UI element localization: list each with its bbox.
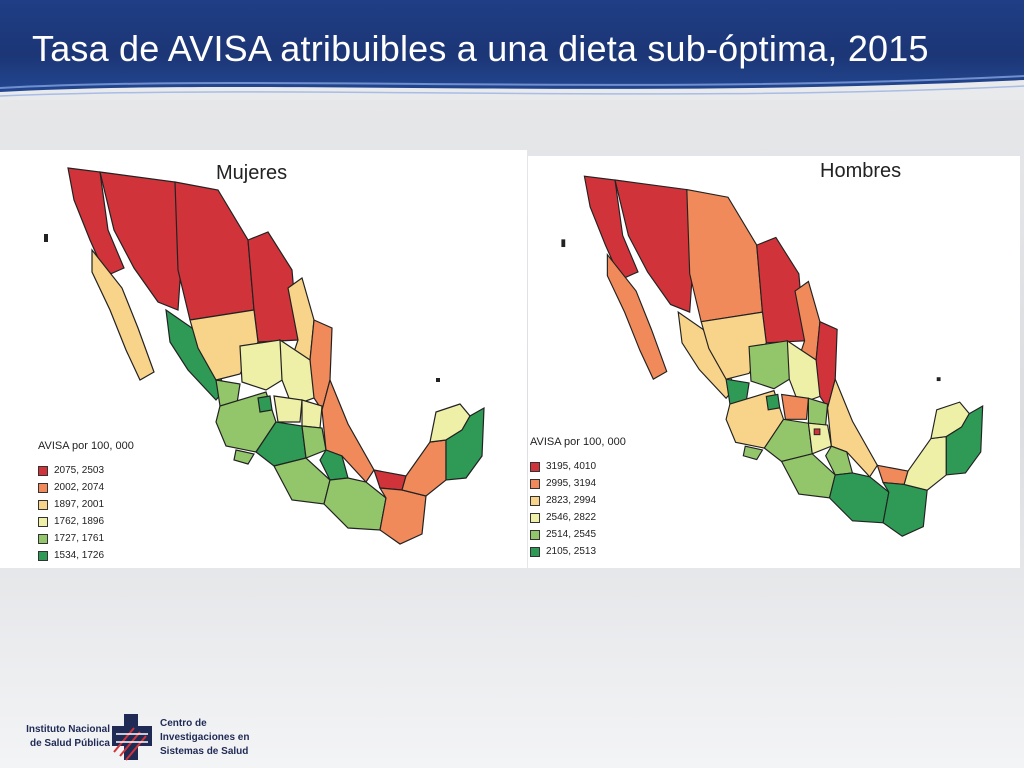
legend-swatch [530, 546, 540, 557]
legend-label: 1727, 1761 [54, 533, 105, 544]
legend-label: 1897, 2001 [54, 499, 105, 510]
legend-label: 2075, 2503 [54, 465, 105, 476]
footer-center-line3: Sistemas de Salud [160, 746, 249, 757]
legend-item: 1534, 1726 [38, 547, 134, 564]
legend-item: 1727, 1761 [38, 530, 134, 547]
legend-swatch [38, 533, 48, 544]
legend-swatch [530, 495, 540, 506]
legend-label: 2105, 2513 [546, 546, 597, 557]
map-title-hombres: Hombres [820, 160, 902, 182]
legend-item: 2002, 2074 [38, 479, 134, 496]
legend-title-mujeres: AVISA por 100, 000 [38, 440, 134, 452]
legend-item: 2823, 2994 [530, 492, 626, 509]
legend-item: 2995, 3194 [530, 475, 626, 492]
legend-item: 2546, 2822 [530, 509, 626, 526]
legend-swatch [530, 461, 540, 472]
legend-item: 1897, 2001 [38, 496, 134, 513]
legend-label: 1534, 1726 [54, 550, 105, 561]
slide-title: Tasa de AVISA atribuibles a una dieta su… [32, 28, 929, 69]
legend-item: 2105, 2513 [530, 543, 626, 560]
legend-swatch [38, 550, 48, 561]
mexico-map-hombres [561, 175, 984, 537]
footer-center-line2: Investigaciones en [160, 732, 250, 743]
slide-header: Tasa de AVISA atribuibles a una dieta su… [0, 0, 1024, 100]
legend-swatch [530, 529, 540, 540]
map-panel-mujeres: Mujeres [0, 150, 527, 568]
legend-item: 2514, 2545 [530, 526, 626, 543]
footer-center: Centro de Investigaciones en Sistemas de… [160, 717, 270, 759]
legend-swatch [530, 478, 540, 489]
legend-label: 2002, 2074 [54, 482, 105, 493]
footer-center-line1: Centro de [160, 718, 207, 729]
legend-item: 3195, 4010 [530, 458, 626, 475]
legend-label: 3195, 4010 [546, 461, 597, 472]
map-panel-hombres: Hombres [528, 156, 1020, 568]
footer-institution-line1: Instituto Nacional [26, 724, 110, 735]
legend-title-hombres: AVISA por 100, 000 [530, 436, 626, 448]
footer-institution-line2: de Salud Pública [29, 738, 110, 749]
mexico-map-mujeres [44, 167, 485, 545]
map-title-mujeres: Mujeres [216, 162, 288, 184]
legend-swatch [38, 516, 48, 527]
legend-item: 2075, 2503 [38, 462, 134, 479]
header-wave-decoration [0, 75, 1024, 100]
legend-swatch [38, 499, 48, 510]
legend-swatch [38, 482, 48, 493]
legend-mujeres: AVISA por 100, 000 2075, 2503 2002, 2074… [38, 440, 134, 564]
legend-label: 2995, 3194 [546, 478, 597, 489]
legend-label: 2546, 2822 [546, 512, 597, 523]
legend-item: 1762, 1896 [38, 513, 134, 530]
institution-logo-icon [112, 714, 152, 761]
legend-label: 2514, 2545 [546, 529, 597, 540]
footer-institution: Instituto Nacional de Salud Pública [18, 723, 110, 751]
legend-hombres: AVISA por 100, 000 3195, 4010 2995, 3194… [530, 436, 626, 560]
legend-label: 2823, 2994 [546, 495, 597, 506]
legend-swatch [530, 512, 540, 523]
legend-label: 1762, 1896 [54, 516, 105, 527]
legend-swatch [38, 465, 48, 476]
